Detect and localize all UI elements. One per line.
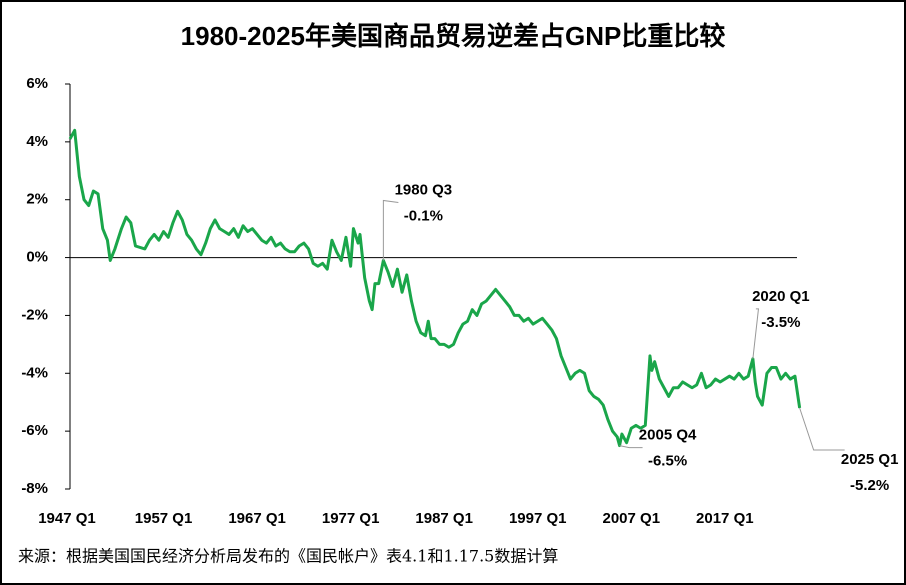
annotation-value: -5.2%: [850, 477, 889, 494]
chart-title: 1980-2025年美国商品贸易逆差占GNP比重比较: [181, 21, 726, 51]
y-tick-label: -2%: [21, 306, 48, 323]
y-tick-label: 6%: [26, 75, 48, 92]
y-tick-label: -4%: [21, 364, 48, 381]
y-tick-label: -8%: [21, 480, 48, 497]
annotation-label: 1980 Q3: [395, 181, 453, 198]
x-tick-label: 2007 Q1: [602, 510, 660, 527]
x-tick-label: 1967 Q1: [228, 510, 286, 527]
annotation-value: -6.5%: [648, 453, 687, 470]
leader-line: [382, 199, 399, 261]
source-note: 来源：根据美国国民经济分析局发布的《国民帐户》表4.1和1.17.5数据计算: [18, 547, 558, 566]
leader-line: [799, 407, 845, 451]
y-tick-label: -6%: [21, 422, 48, 439]
y-tick-label: 4%: [26, 133, 48, 150]
leader-line: [752, 308, 760, 359]
leader-line: [619, 445, 643, 449]
y-tick-label: 2%: [26, 191, 48, 208]
annotation-label: 2025 Q1: [841, 451, 899, 468]
x-tick-label: 1977 Q1: [322, 510, 380, 527]
annotation-label: 2020 Q1: [752, 288, 810, 305]
x-tick-label: 1997 Q1: [509, 510, 567, 527]
data-line: [68, 128, 802, 448]
annotation-label: 2005 Q4: [639, 427, 697, 444]
annotation-value: -3.5%: [761, 314, 800, 331]
x-tick-label: 1947 Q1: [38, 510, 96, 527]
y-tick-label: 0%: [26, 249, 48, 266]
x-tick-label: 1987 Q1: [415, 510, 473, 527]
x-tick-label: 2017 Q1: [696, 510, 754, 527]
x-tick-label: 1957 Q1: [135, 510, 193, 527]
annotation-value: -0.1%: [404, 207, 443, 224]
